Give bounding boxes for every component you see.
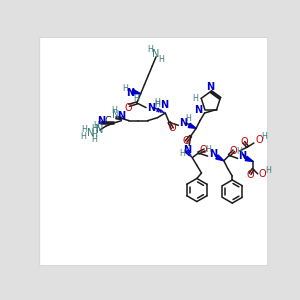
Text: O: O [200, 145, 208, 155]
Text: H: H [262, 132, 268, 141]
Text: N: N [117, 111, 125, 121]
Text: H: H [206, 145, 212, 154]
Text: H: H [148, 45, 154, 54]
Text: H: H [93, 121, 99, 130]
Text: H: H [82, 125, 87, 134]
Text: O: O [246, 169, 254, 180]
Text: O: O [240, 137, 248, 147]
Text: H: H [122, 84, 128, 93]
Text: O: O [168, 123, 176, 134]
Text: N: N [179, 118, 187, 128]
Text: N: N [112, 110, 120, 120]
Text: H: H [155, 98, 161, 107]
Polygon shape [216, 155, 224, 161]
Text: H: H [133, 94, 139, 103]
Text: H: H [155, 100, 161, 109]
Text: N: N [195, 104, 203, 115]
Text: H: H [80, 132, 86, 141]
Text: H: H [179, 149, 185, 158]
Text: N: N [152, 50, 160, 59]
Text: N: N [184, 145, 192, 155]
Text: N: N [97, 116, 106, 126]
Text: H: H [91, 124, 97, 133]
Text: N: N [147, 103, 155, 112]
Polygon shape [245, 156, 253, 161]
Text: H: H [236, 147, 242, 156]
Polygon shape [132, 89, 141, 94]
Text: H: H [112, 106, 117, 115]
Text: H: H [185, 114, 191, 123]
Text: N: N [87, 128, 94, 138]
Text: N: N [127, 88, 135, 98]
Text: N: N [160, 100, 168, 110]
FancyBboxPatch shape [40, 38, 268, 266]
Text: N: N [206, 82, 214, 92]
Text: N: N [96, 125, 103, 135]
Text: N: N [238, 151, 246, 161]
Text: N: N [209, 149, 217, 159]
Text: O: O [229, 146, 237, 156]
Text: H: H [265, 166, 271, 175]
Text: H: H [192, 94, 198, 103]
Text: H: H [91, 135, 97, 144]
Text: O: O [255, 135, 263, 145]
Text: H: H [91, 130, 97, 139]
Text: O: O [124, 103, 132, 112]
Text: O: O [259, 169, 266, 179]
Text: C: C [104, 116, 111, 126]
Text: H: H [158, 56, 164, 64]
Text: O: O [182, 136, 190, 146]
Polygon shape [188, 123, 196, 128]
